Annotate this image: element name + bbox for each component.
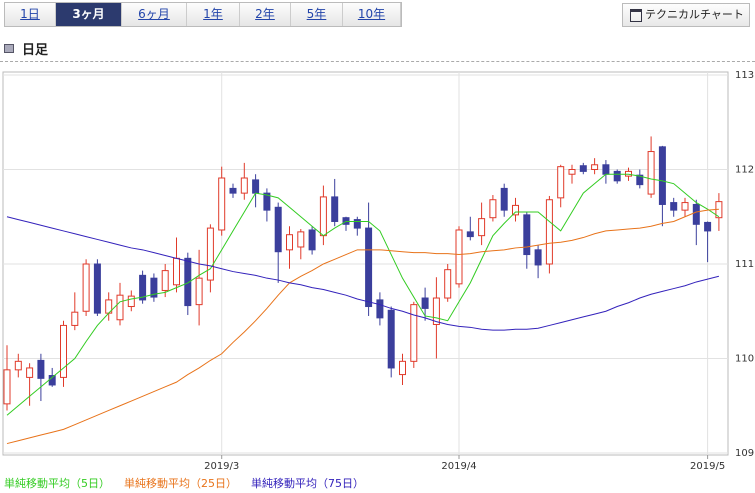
period-tab[interactable]: 3ヶ月 xyxy=(56,3,122,26)
legend-entry: 単純移動平均（75日） xyxy=(251,476,364,490)
candle-body xyxy=(512,204,519,216)
candle-body xyxy=(274,206,282,253)
period-tab[interactable]: 6ヶ月 xyxy=(122,3,187,26)
candle-body xyxy=(229,187,237,194)
moving-average-line xyxy=(6,208,719,445)
period-tab[interactable]: 2年 xyxy=(240,3,291,26)
candle-body xyxy=(308,229,316,251)
candle-body xyxy=(704,221,712,232)
moving-average-line xyxy=(6,216,720,331)
section-title: 日足 xyxy=(22,43,49,58)
period-tab[interactable]: 1年 xyxy=(187,3,240,26)
section-heading: 日足 xyxy=(4,39,48,58)
candle-body xyxy=(139,274,147,301)
candle-body xyxy=(71,311,79,326)
candle-body xyxy=(37,359,45,379)
period-tab[interactable]: 5年 xyxy=(291,3,343,26)
candle-body xyxy=(387,309,395,369)
legend-entry: 単純移動平均（5日） xyxy=(4,476,110,490)
y-tick-label: 109 xyxy=(735,448,754,459)
candle-body xyxy=(127,295,135,308)
candle-body xyxy=(591,164,599,170)
y-tick-label: 110 xyxy=(735,354,754,365)
candle-body xyxy=(252,179,260,194)
candle-body xyxy=(432,297,440,325)
candle-body xyxy=(286,234,293,251)
legend-entry: 単純移動平均（25日） xyxy=(124,476,237,490)
candle-body xyxy=(240,177,248,194)
technical-chart-button[interactable]: テクニカルチャート xyxy=(622,3,750,27)
candle-body xyxy=(681,202,689,211)
candle-body xyxy=(636,174,644,186)
candle-body xyxy=(353,219,361,229)
candle-body xyxy=(613,170,621,182)
separator xyxy=(0,61,755,62)
candle-body xyxy=(173,257,180,286)
candle-body xyxy=(602,164,610,175)
candle-body xyxy=(692,203,700,225)
candle-body xyxy=(184,257,192,307)
period-tab[interactable]: 1日 xyxy=(5,3,56,26)
candle-body xyxy=(376,299,384,319)
candle-body xyxy=(93,263,101,314)
candle-body xyxy=(218,177,226,231)
candle-body xyxy=(60,324,67,378)
candle-body xyxy=(545,199,553,265)
candle-body xyxy=(14,360,22,371)
icon xyxy=(4,44,14,53)
icon xyxy=(630,9,642,22)
period-tab[interactable]: 10年 xyxy=(343,3,401,26)
candle-body xyxy=(150,277,158,298)
candle-body xyxy=(421,297,429,309)
candle-body xyxy=(557,166,565,199)
candle-body xyxy=(195,277,203,306)
candle-body xyxy=(478,218,486,237)
period-tabs: 1日 3ヶ月 6ヶ月 1年 2年 5年 10年 xyxy=(4,2,402,27)
candle-body xyxy=(410,304,418,362)
candle-body xyxy=(297,231,305,248)
candle-body xyxy=(579,165,587,172)
x-tick-label: 2019/3 xyxy=(204,461,239,472)
candle-body xyxy=(568,169,576,175)
candle-body xyxy=(116,294,124,321)
candle-body xyxy=(82,263,90,312)
candle-body xyxy=(331,196,339,222)
candle-body xyxy=(399,360,406,376)
button-label: テクニカルチャート xyxy=(645,8,744,21)
candle-body xyxy=(523,214,531,256)
candle-body xyxy=(534,249,542,266)
y-tick-label: 113 xyxy=(735,70,754,81)
x-tick-label: 2019/4 xyxy=(441,461,476,472)
candle-body xyxy=(365,227,373,308)
candle-body xyxy=(466,231,474,238)
x-tick-label: 2019/5 xyxy=(690,461,725,472)
candle-body xyxy=(444,269,452,299)
y-tick-label: 112 xyxy=(735,165,754,176)
candle-body xyxy=(161,270,169,291)
candle-body xyxy=(455,229,463,285)
candle-body xyxy=(658,146,666,205)
candle-body xyxy=(647,151,655,195)
candle-body xyxy=(319,196,327,237)
moving-average-line xyxy=(6,173,720,416)
candle-body xyxy=(206,227,214,281)
candle-body xyxy=(3,369,11,405)
candle-body xyxy=(263,192,271,211)
y-tick-label: 111 xyxy=(735,259,754,270)
candle-body xyxy=(26,367,34,378)
candle-body xyxy=(500,187,508,211)
candle-body xyxy=(489,199,497,219)
candle-body xyxy=(670,202,678,211)
